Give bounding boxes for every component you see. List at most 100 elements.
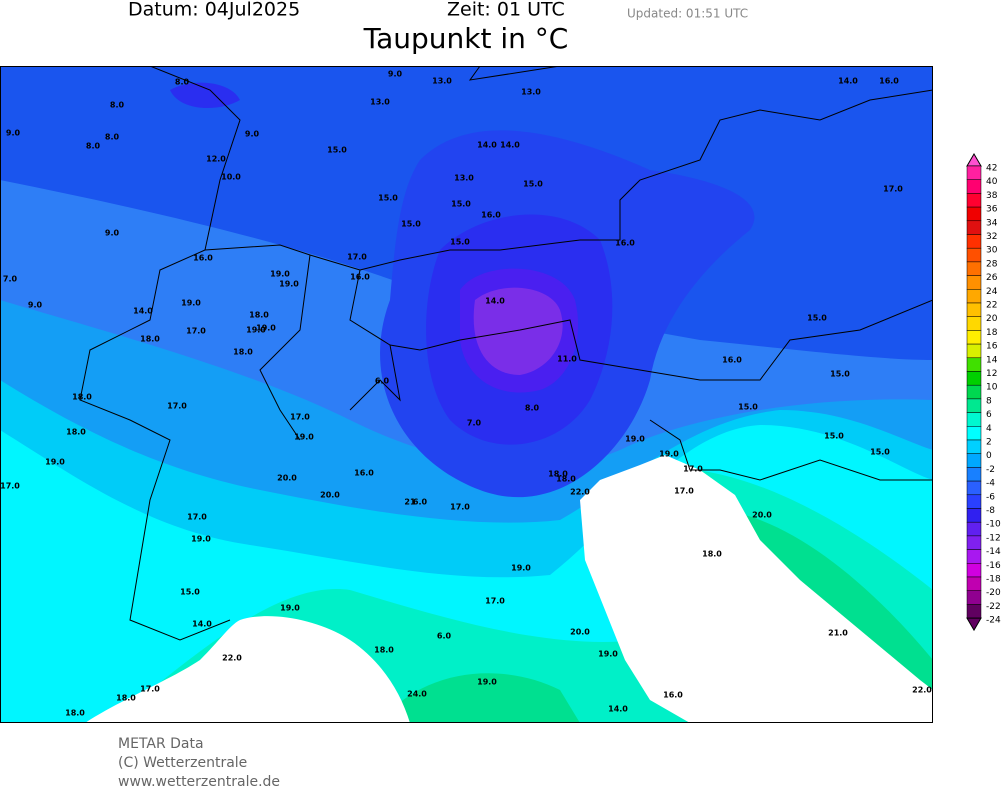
station-value: 18.0 xyxy=(116,694,136,703)
colorbar-label: 4 xyxy=(986,424,992,434)
date: Datum: 04Jul2025 xyxy=(128,0,300,21)
colorbar-label: 42 xyxy=(986,164,997,174)
colorbar-label: 18 xyxy=(986,328,998,338)
station-value: 9.0 xyxy=(245,130,260,139)
station-value: 17.0 xyxy=(683,465,703,474)
station-value: 24.0 xyxy=(407,690,427,699)
colorbar-label: -22 xyxy=(986,602,1001,612)
station-value: 18.0 xyxy=(702,550,722,559)
time: Zeit: 01 UTC xyxy=(447,0,565,21)
station-value: 17.0 xyxy=(347,253,367,262)
station-value: 6.0 xyxy=(437,632,452,641)
sea xyxy=(85,616,410,723)
colorbar-label: 12 xyxy=(986,369,997,379)
colorbar-label: -6 xyxy=(986,492,995,502)
station-value: 14.0 xyxy=(608,705,628,714)
station-value: 19.0 xyxy=(477,678,497,687)
station-value: 18.0 xyxy=(249,311,269,320)
sea xyxy=(580,455,933,723)
station-value: 8.0 xyxy=(110,101,125,110)
colorbar-swatch xyxy=(966,275,982,290)
colorbar-swatch xyxy=(966,247,982,263)
colorbar-swatch xyxy=(966,330,982,345)
station-value: 15.0 xyxy=(378,194,398,203)
station-value: 9.0 xyxy=(388,70,403,79)
colorbar-swatch xyxy=(966,398,982,413)
station-value: 13.0 xyxy=(370,98,390,107)
station-value: 19.0 xyxy=(294,433,314,442)
station-value: 19.0 xyxy=(625,435,645,444)
colorbar-arrow xyxy=(966,153,982,167)
colorbar-label: 14 xyxy=(986,355,998,365)
footer-line: (C) Wetterzentrale xyxy=(118,755,247,771)
colorbar-label: -20 xyxy=(986,588,1001,598)
colorbar-swatch xyxy=(966,508,982,523)
station-value: 14.0 xyxy=(500,141,520,150)
station-value: 18.0 xyxy=(140,335,160,344)
station-value: 20.0 xyxy=(277,474,297,483)
station-value: 14.0 xyxy=(133,307,153,316)
station-value: 6.0 xyxy=(413,498,428,507)
station-value: 8.0 xyxy=(525,404,540,413)
station-value: 18.0 xyxy=(556,475,576,484)
station-labels: 8.0 9.0 13.0 13.0 14.0 16.0 8.0 13.0 9.0 8.0 9.0 8.… xyxy=(0,70,932,718)
colorbar-swatch xyxy=(966,220,982,235)
station-value: 17.0 xyxy=(0,482,20,491)
station-value: 15.0 xyxy=(738,403,758,412)
station-value: 13.0 xyxy=(454,174,474,183)
station-value: 16.0 xyxy=(350,273,370,282)
band xyxy=(473,287,563,375)
colorbar-swatch xyxy=(966,179,982,194)
station-value: 18.0 xyxy=(72,393,92,402)
station-value: 14.0 xyxy=(485,297,505,306)
station-value: 8.0 xyxy=(105,133,120,142)
station-value: 17.0 xyxy=(187,513,207,522)
colorbar-label: 2 xyxy=(986,438,992,448)
station-value: 16.0 xyxy=(615,239,635,248)
colorbar-swatch xyxy=(966,549,982,564)
station-value: 20.0 xyxy=(320,491,340,500)
station-value: 19.0 xyxy=(246,326,266,335)
station-value: 9.0 xyxy=(105,229,120,238)
station-value: 12.0 xyxy=(206,155,226,164)
station-value: 16.0 xyxy=(879,77,899,86)
colorbar-label: -24 xyxy=(986,616,1001,626)
colorbar-swatch xyxy=(966,426,982,441)
updated: Updated: 01:51 UTC xyxy=(627,7,748,21)
station-value: 9.0 xyxy=(28,301,43,310)
colorbar-label: 16 xyxy=(986,342,998,352)
station-value: 8.0 xyxy=(175,78,190,87)
station-value: 19.0 xyxy=(280,604,300,613)
colorbar-label: -12 xyxy=(986,533,1001,543)
station-value: 17.0 xyxy=(167,402,187,411)
colorbar-swatch xyxy=(966,521,982,537)
station-value: 8.0 xyxy=(86,142,101,151)
colorbar-label: 30 xyxy=(986,246,998,256)
station-value: 22.0 xyxy=(222,654,242,663)
station-value: 7.0 xyxy=(467,419,482,428)
station-value: 17.0 xyxy=(450,503,470,512)
station-value: 9.0 xyxy=(6,129,21,138)
station-value: 17.0 xyxy=(485,597,505,606)
footer-line: METAR Data xyxy=(118,736,204,752)
colorbar-swatch xyxy=(966,206,982,222)
station-value: 14.0 xyxy=(477,141,497,150)
footer-line: www.wetterzentrale.de xyxy=(118,774,280,787)
station-value: 21.0 xyxy=(828,629,848,638)
colorbar-swatch xyxy=(966,535,982,550)
station-value: 13.0 xyxy=(521,88,541,97)
station-value: 18.0 xyxy=(65,709,85,718)
colorbar-arrow xyxy=(966,617,982,632)
map: 8.0 9.0 13.0 13.0 14.0 16.0 8.0 13.0 9.0 8.0 9.0 8.… xyxy=(0,66,933,723)
station-value: 15.0 xyxy=(870,448,890,457)
colorbar-label: 32 xyxy=(986,232,997,242)
colorbar-swatch xyxy=(966,412,982,427)
station-value: 13.0 xyxy=(432,77,452,86)
station-value: 18.0 xyxy=(233,348,253,357)
station-value: 20.0 xyxy=(570,628,590,637)
colorbar-swatch xyxy=(966,343,982,359)
colorbar-label: 34 xyxy=(986,218,998,228)
colorbar-label: -16 xyxy=(986,561,1001,571)
